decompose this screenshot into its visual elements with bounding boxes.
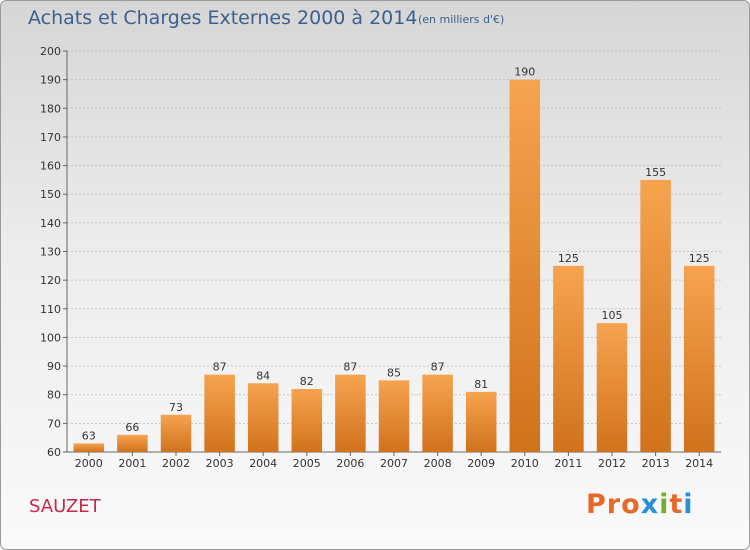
bar [247,383,279,452]
y-tick-label: 150 [40,188,61,201]
x-tick-label: 2010 [511,457,539,470]
bar [160,414,192,452]
bar [335,374,366,452]
x-tick-label: 2006 [336,457,364,470]
data-label: 84 [256,369,270,382]
bar [596,323,628,452]
y-tick-label: 60 [47,446,61,459]
x-tick-label: 2004 [249,457,277,470]
y-tick-label: 70 [47,417,61,430]
data-label: 190 [514,66,535,79]
data-label: 85 [387,366,401,379]
data-label: 155 [645,166,666,179]
proxiti-logo: Proxiti [586,489,694,520]
logo-letter: r [606,489,622,520]
data-label: 66 [125,421,139,434]
logo-letter: P [586,489,607,520]
bar [509,79,541,453]
bar [204,374,235,452]
logo-letter: i [659,489,670,520]
bar [378,380,410,452]
bar [117,434,148,452]
x-tick-label: 2001 [118,457,146,470]
logo-letter: i [683,489,694,520]
data-label: 87 [343,361,357,374]
data-label: 81 [474,378,488,391]
data-label: 125 [558,252,579,265]
x-tick-label: 2013 [642,457,670,470]
x-tick-label: 2014 [685,457,713,470]
y-tick-label: 130 [40,246,61,259]
y-tick-label: 190 [40,74,61,87]
y-tick-label: 180 [40,102,61,115]
y-tick-label: 90 [47,360,61,373]
y-tick-label: 140 [40,217,61,230]
x-tick-label: 2007 [380,457,408,470]
x-tick-label: 2000 [75,457,103,470]
y-tick-label: 80 [47,389,61,402]
data-label: 82 [300,375,314,388]
logo-letter: x [640,489,660,520]
bar [683,265,715,452]
y-tick-label: 160 [40,160,61,173]
x-tick-label: 2002 [162,457,190,470]
bar [465,391,497,452]
x-tick-label: 2009 [467,457,495,470]
logo-letter: o [621,489,641,520]
y-tick-label: 120 [40,274,61,287]
commune-name: SAUZET [29,496,101,517]
labels: 63 2000 66 2001 73 2002 87 2003 84 2004 82 2005 87 20… [75,66,713,470]
data-label: 125 [689,252,710,265]
y-tick-label: 110 [40,303,61,316]
x-tick-label: 2005 [293,457,321,470]
data-label: 73 [169,401,183,414]
bar [640,179,671,452]
x-tick-label: 2011 [554,457,582,470]
bar [291,388,323,452]
bar [553,265,584,452]
data-label: 87 [431,361,445,374]
bar [73,443,105,452]
x-tick-label: 2003 [206,457,234,470]
chart-title: Achats et Charges Externes 2000 à 2014 [28,7,418,29]
x-tick-label: 2008 [424,457,452,470]
bars [73,79,715,453]
axes: 60 70 80 90 100 110 120 130 140 150 160 170 180 190 20… [40,45,721,459]
data-label: 87 [213,361,227,374]
bar [422,374,453,452]
y-tick-label: 170 [40,131,61,144]
logo-letter: t [669,489,684,520]
chart-subtitle: (en milliers d'€) [418,13,505,26]
x-tick-label: 2012 [598,457,626,470]
y-tick-label: 100 [40,331,61,344]
y-tick-label: 200 [40,45,61,58]
data-label: 105 [602,309,623,322]
data-label: 63 [82,429,96,442]
